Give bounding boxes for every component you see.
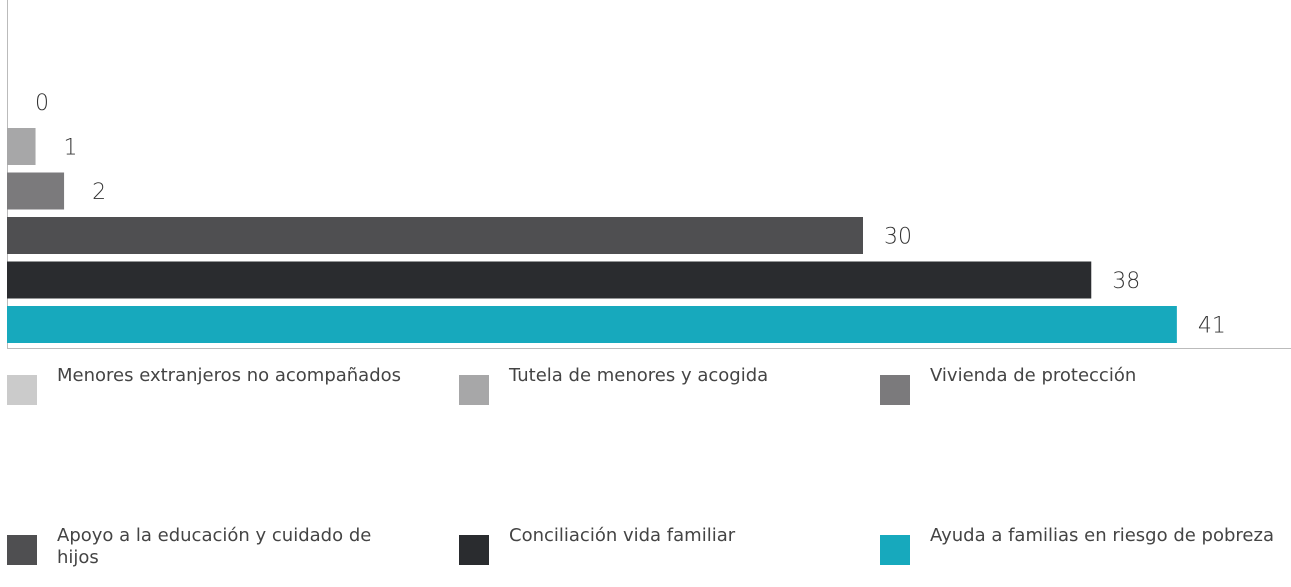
legend-swatch bbox=[7, 375, 37, 405]
value-label: 38 bbox=[1112, 269, 1140, 294]
legend-item: Ayuda a familias en riesgo de pobreza bbox=[880, 525, 1290, 565]
legend-item: Tutela de menores y acogida bbox=[459, 365, 869, 405]
legend-item: Conciliación vida familiar bbox=[459, 525, 869, 565]
value-label: 41 bbox=[1198, 314, 1226, 339]
legend-swatch bbox=[7, 535, 37, 565]
legend-label: Menores extranjeros no acompañados bbox=[57, 365, 402, 386]
legend-swatch bbox=[459, 375, 489, 405]
legend-label: Tutela de menores y acogida bbox=[509, 365, 769, 386]
legend-swatch bbox=[880, 375, 910, 405]
value-label: 30 bbox=[884, 225, 912, 250]
legend-label: Conciliación vida familiar bbox=[509, 525, 736, 546]
bar bbox=[7, 261, 1092, 299]
legend-item: Menores extranjeros no acompañados bbox=[7, 365, 417, 405]
value-label: 2 bbox=[92, 180, 106, 205]
bar bbox=[7, 172, 65, 210]
value-label: 1 bbox=[64, 136, 78, 161]
legend-label: Vivienda de protección bbox=[930, 365, 1137, 386]
legend-label: Apoyo a la educación y cuidado de hijos bbox=[57, 525, 372, 568]
legend-label: Ayuda a familias en riesgo de pobreza bbox=[930, 525, 1274, 546]
bar bbox=[7, 306, 1177, 343]
value-label: 0 bbox=[35, 91, 49, 116]
legend-item: Vivienda de protección bbox=[880, 365, 1290, 405]
legend-item: Apoyo a la educación y cuidado de hijos bbox=[7, 525, 417, 569]
bar bbox=[7, 128, 36, 165]
legend-swatch bbox=[459, 535, 489, 565]
bar bbox=[7, 217, 863, 254]
legend-swatch bbox=[880, 535, 910, 565]
